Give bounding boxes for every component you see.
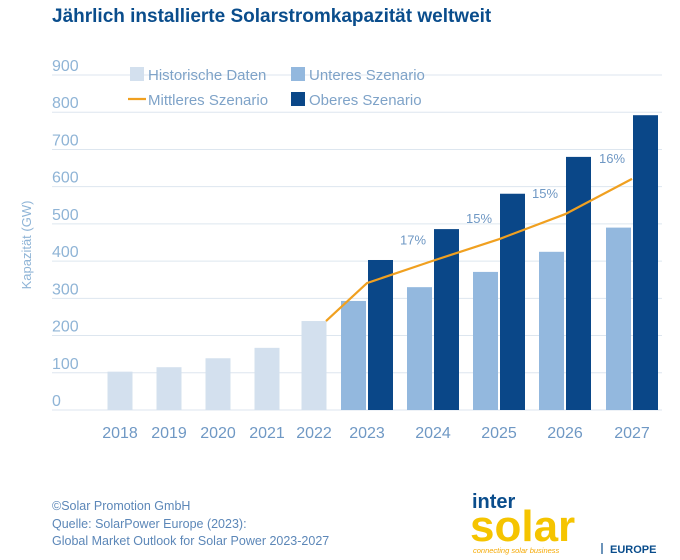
legend-label: Historische Daten [148,67,266,84]
copyright-text: ©Solar Promotion GmbH [52,499,191,513]
bar-low-scenario [341,300,366,410]
bar-low-scenario [473,271,498,410]
bar-high-scenario [368,259,393,410]
growth-annotations: 17% 15% 15% 16% [400,151,625,248]
chart-title: Jährlich installierte Solarstromkapazitä… [52,6,492,27]
y-tick-label: 100 [52,356,79,373]
x-tick-label: 2019 [151,425,187,442]
x-tick-label: 2022 [296,425,332,442]
legend-label: Oberes Szenario [309,92,422,109]
bar-historical [107,371,133,410]
x-tick-label: 2020 [200,425,236,442]
x-tick-label: 2025 [481,425,517,442]
y-axis-label: Kapazität (GW) [19,201,34,290]
x-axis-ticks: 2018 2019 2020 2021 2022 2023 2024 2025 2026 2027 [102,425,650,442]
x-tick-label: 2026 [547,425,583,442]
growth-label: 17% [400,233,426,248]
bar-high-scenario [500,193,525,410]
bars [107,115,658,410]
line-mid-scenario [325,177,633,322]
source-footer: ©Solar Promotion GmbH Quelle: SolarPower… [52,498,329,551]
legend-label: Mittleres Szenario [148,92,268,109]
x-tick-label: 2024 [415,425,451,442]
y-tick-label: 900 [52,58,79,75]
legend: Historische Daten Unteres Szenario Mittler… [128,67,425,109]
bar-high-scenario [566,156,591,410]
y-tick-label: 0 [52,393,61,410]
legend-swatch [291,92,305,106]
legend-label: Unteres Szenario [309,67,425,84]
bar-low-scenario [407,287,432,410]
bar-low-scenario [606,227,631,410]
line-series [325,177,633,322]
growth-label: 15% [532,186,558,201]
logo-word-solar: solar [470,502,575,551]
growth-label: 16% [599,151,625,166]
bar-low-scenario [539,251,564,410]
logo-region: EUROPE [610,544,656,555]
y-axis-ticks: 0 100 200 300 400 500 600 700 800 900 [52,58,79,410]
bar-historical [301,321,327,410]
growth-label: 15% [466,211,492,226]
chart-svg: 0 100 200 300 400 500 600 700 800 900 Kapazität (… [19,58,662,442]
logo-word-inter: inter [472,491,516,513]
source-text: Quelle: SolarPower Europe (2023): [52,516,247,531]
y-tick-label: 400 [52,244,79,261]
intersolar-logo: inter solar connecting solar business EU… [470,491,656,555]
x-tick-label: 2027 [614,425,650,442]
x-tick-label: 2021 [249,425,285,442]
legend-swatch [130,67,144,81]
y-tick-label: 700 [52,132,79,149]
y-tick-label: 300 [52,281,79,298]
bar-high-scenario [633,115,658,410]
y-tick-label: 200 [52,319,79,336]
source-title-text: Global Market Outlook for Solar Power 20… [52,534,330,548]
y-tick-label: 500 [52,207,79,224]
bar-historical [254,347,280,410]
y-tick-label: 800 [52,95,79,112]
y-tick-label: 600 [52,170,79,187]
x-tick-label: 2018 [102,425,138,442]
logo-tagline: connecting solar business [473,546,560,555]
bar-historical [156,367,182,410]
x-tick-label: 2023 [349,425,385,442]
bar-historical [205,358,231,410]
legend-swatch [291,67,305,81]
